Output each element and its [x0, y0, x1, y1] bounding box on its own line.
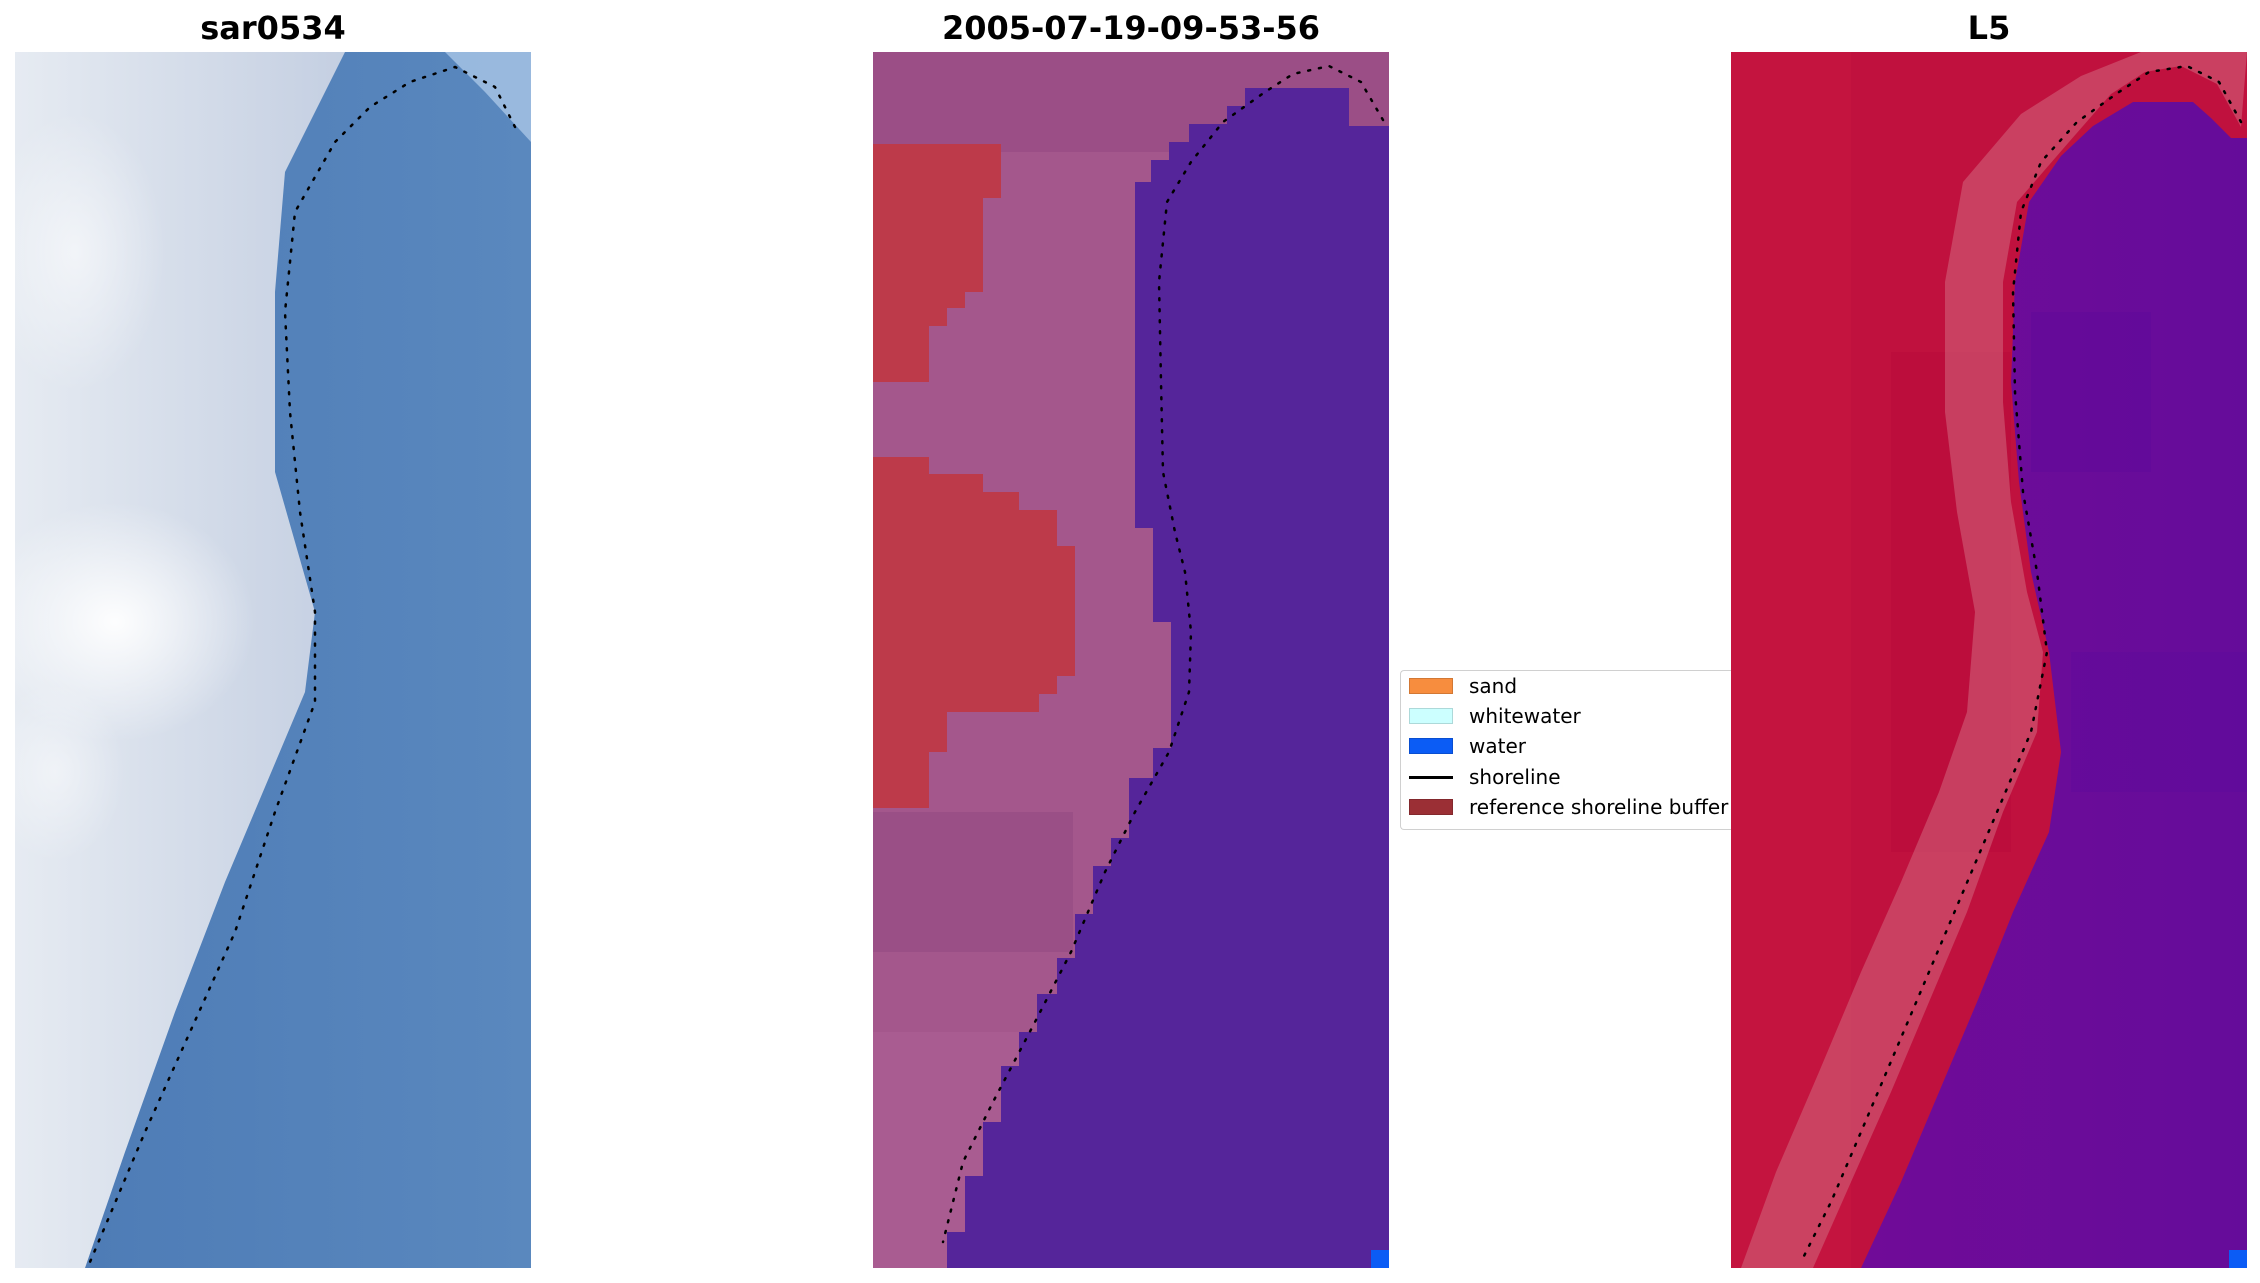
legend-label-sand: sand — [1469, 674, 1518, 698]
rgb-image-panel — [15, 52, 531, 1268]
shoreline — [88, 65, 517, 1264]
buffer-patch-upper — [873, 144, 1001, 382]
classified-water — [947, 88, 1389, 1268]
panel-title-classification: 2005-07-19-09-53-56 — [941, 9, 1321, 47]
rgb-water-area — [85, 52, 531, 1268]
shoreline-swatch — [1409, 775, 1453, 779]
index-panel — [1731, 52, 2247, 1268]
legend-label-buffer: reference shoreline buffer — [1469, 795, 1729, 819]
legend: sand whitewater water shoreline referenc… — [1400, 670, 1731, 830]
legend-item-shoreline: shoreline — [1409, 762, 1561, 792]
sand-swatch — [1409, 678, 1453, 694]
water-pixel — [1371, 1250, 1389, 1268]
legend-label-shoreline: shoreline — [1469, 765, 1561, 789]
shoreline — [1799, 64, 2243, 1264]
legend-label-whitewater: whitewater — [1469, 704, 1581, 728]
buffer-swatch — [1409, 799, 1453, 815]
panel-title-rgb: sar0534 — [200, 9, 346, 47]
legend-label-water: water — [1469, 734, 1526, 758]
rgb-image — [15, 52, 531, 1268]
classification-image — [873, 52, 1389, 1268]
water-swatch — [1409, 738, 1453, 754]
legend-item-sand: sand — [1409, 671, 1517, 701]
water-pixel — [2229, 1250, 2247, 1268]
panel-title-index: L5 — [1967, 9, 2011, 47]
legend-item-buffer: reference shoreline buffer — [1409, 792, 1728, 822]
index-water — [1861, 102, 2247, 1268]
classification-panel — [873, 52, 1389, 1268]
legend-item-water: water — [1409, 731, 1526, 761]
index-image — [1731, 52, 2247, 1268]
whitewater-swatch — [1409, 708, 1453, 724]
buffer-patch-lower — [873, 457, 1075, 808]
legend-item-whitewater: whitewater — [1409, 701, 1581, 731]
index-transition-zone — [1741, 52, 2247, 1268]
